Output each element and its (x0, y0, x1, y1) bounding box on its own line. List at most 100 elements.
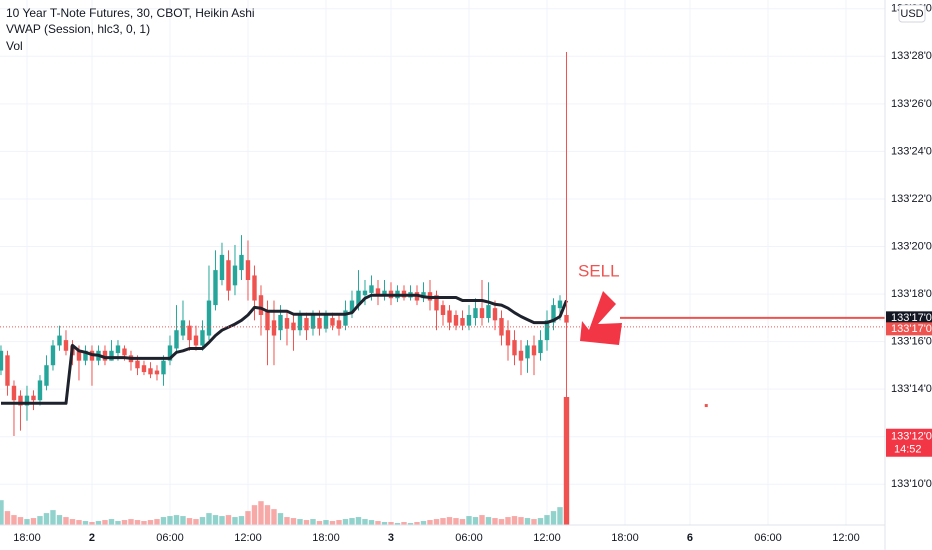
y-tick-label: 133'14'0 (891, 383, 932, 395)
candle-body (284, 318, 290, 329)
candle-body (24, 395, 30, 406)
volume-bar (264, 505, 271, 525)
volume-bar (30, 518, 37, 525)
candle-body (83, 350, 88, 361)
volume-bar (336, 520, 342, 525)
volume-bar (43, 513, 50, 525)
candle-body (219, 254, 225, 280)
volume-bar (550, 511, 557, 525)
volume-bar (284, 517, 290, 525)
volume-bar (11, 515, 17, 525)
volume-bar (342, 519, 349, 525)
candle-body (258, 295, 264, 315)
annotation: SELL (578, 261, 620, 280)
countdown-bg (886, 428, 932, 457)
volume-bar (381, 522, 388, 525)
volume-bar (167, 516, 173, 525)
point-marker (704, 404, 708, 408)
y-tick-label: 133'26'0 (891, 98, 932, 110)
volume-bar (316, 521, 323, 525)
volume-bar (531, 519, 537, 525)
volume-bar (375, 521, 381, 525)
candle-body (323, 315, 329, 329)
volume-bar (362, 519, 368, 525)
candle-body (76, 350, 82, 361)
volume-bar (498, 519, 505, 525)
volume-bar (134, 520, 141, 525)
y-tick-label: 133'18'0 (891, 288, 932, 300)
candle-body (187, 325, 192, 341)
x-tick-label: 06:00 (455, 532, 483, 544)
candle-body (375, 288, 381, 296)
volume-bar (128, 519, 134, 525)
price-label-bg (886, 311, 932, 325)
x-tick-label: 18:00 (312, 532, 340, 544)
candle-body (18, 395, 23, 406)
candle-body (232, 265, 238, 286)
volume-bar (225, 515, 232, 525)
x-tick-label: 3 (388, 532, 394, 544)
volume-bar (329, 521, 336, 525)
price-label: 133'17'0 (891, 312, 932, 324)
candle-body (141, 365, 147, 373)
volume-bar (472, 517, 479, 525)
volume-bar (4, 511, 11, 525)
candle-body (492, 308, 498, 321)
y-tick-label: 133'24'0 (891, 145, 932, 157)
candle-body (252, 275, 257, 301)
volume-bar (186, 518, 193, 525)
candle-body (213, 270, 218, 306)
candle-body (304, 318, 309, 331)
volume-bar (453, 518, 459, 525)
volume-bar (459, 519, 466, 525)
countdown-time: 14:52 (894, 444, 922, 456)
volume-bar (180, 516, 186, 525)
volume-bar (147, 520, 154, 525)
candle-body (538, 340, 543, 354)
candle-body (317, 318, 322, 329)
y-tick-label: 133'16'0 (891, 336, 932, 348)
candle-body (434, 295, 439, 311)
volume-bar (485, 517, 492, 525)
volume-bar (349, 518, 355, 525)
volume-bar (160, 517, 167, 525)
volume-bar (414, 522, 420, 525)
chart-title: 10 Year T-Note Futures, 30, CBOT, Heikin… (6, 6, 255, 20)
x-tick-label: 18:00 (611, 532, 639, 544)
candle-body (362, 290, 368, 296)
candle-body (460, 318, 465, 326)
volume-bar (17, 517, 24, 525)
volume-bar (212, 515, 219, 525)
y-tick-label: 133'20'0 (891, 240, 932, 252)
candle-body (50, 345, 56, 366)
volume-bar (297, 519, 303, 525)
candle-body (479, 308, 485, 319)
volume-bar (492, 518, 498, 525)
volume-bar (115, 521, 121, 525)
volume-bar (518, 517, 524, 525)
volume-bar (388, 522, 394, 525)
candle-body (102, 350, 108, 361)
volume-bar (50, 510, 56, 525)
candle-body (473, 308, 478, 319)
candle-body (382, 290, 387, 296)
volume-bar (206, 513, 212, 525)
x-tick-label: 06:00 (156, 532, 184, 544)
candle-body (245, 260, 251, 280)
candle-body (226, 260, 231, 291)
volume-bar (121, 520, 128, 525)
candle-body (291, 322, 296, 331)
candle-body (0, 350, 4, 371)
candle-body (544, 320, 550, 341)
price-label-bg (886, 322, 932, 336)
candle-body (271, 320, 277, 336)
volume-bar (355, 517, 362, 525)
volume-bar (303, 520, 310, 525)
candle-body (369, 285, 374, 293)
candle-body (336, 320, 342, 329)
volume-bar (401, 522, 407, 525)
candle-body (551, 305, 556, 323)
x-tick-label: 12:00 (832, 532, 860, 544)
